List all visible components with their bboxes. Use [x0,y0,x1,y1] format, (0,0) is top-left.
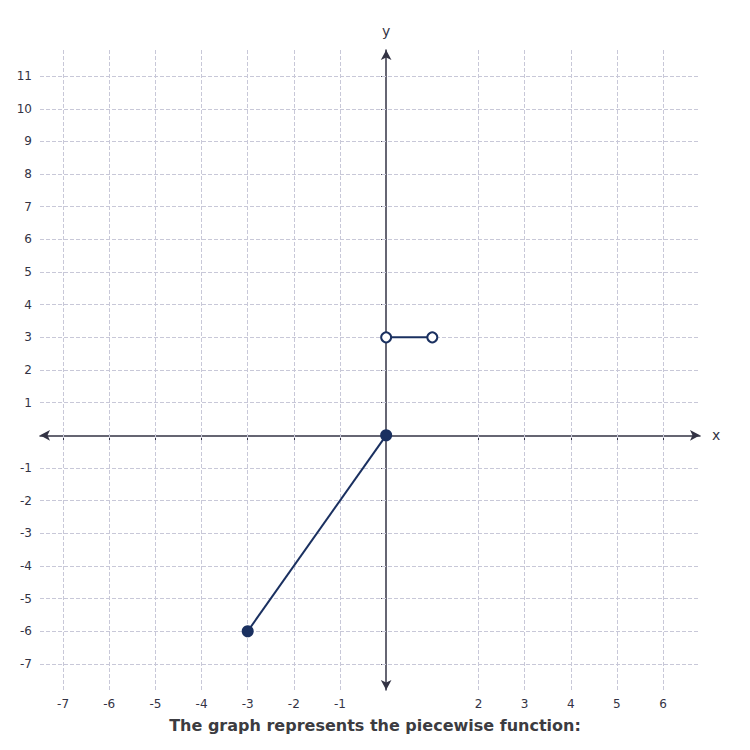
svg-text:-7: -7 [20,657,32,671]
svg-text:-5: -5 [149,697,161,711]
svg-text:The graph represents the piece: The graph represents the piecewise funct… [169,716,581,735]
svg-text:6: 6 [24,232,32,246]
svg-text:5: 5 [24,265,32,279]
svg-text:y: y [382,23,390,39]
svg-text:-6: -6 [20,624,32,638]
svg-text:8: 8 [24,167,32,181]
svg-text:-2: -2 [20,494,32,508]
svg-text:2: 2 [24,363,32,377]
svg-text:10: 10 [17,102,32,116]
svg-text:5: 5 [613,697,621,711]
svg-text:11: 11 [17,69,32,83]
svg-text:1: 1 [24,396,32,410]
svg-text:-3: -3 [20,526,32,540]
svg-text:3: 3 [24,330,32,344]
svg-text:-4: -4 [196,697,208,711]
svg-text:-2: -2 [288,697,300,711]
svg-text:-5: -5 [20,592,32,606]
svg-text:-7: -7 [57,697,69,711]
svg-text:2: 2 [475,697,483,711]
svg-text:7: 7 [24,200,32,214]
svg-text:-1: -1 [20,461,32,475]
svg-text:6: 6 [659,697,667,711]
svg-text:-1: -1 [334,697,346,711]
svg-text:3: 3 [521,697,529,711]
svg-text:x: x [712,427,720,443]
svg-text:9: 9 [24,134,32,148]
svg-text:4: 4 [567,697,575,711]
svg-text:-3: -3 [242,697,254,711]
svg-text:-6: -6 [103,697,115,711]
svg-text:4: 4 [24,298,32,312]
svg-text:-4: -4 [20,559,32,573]
